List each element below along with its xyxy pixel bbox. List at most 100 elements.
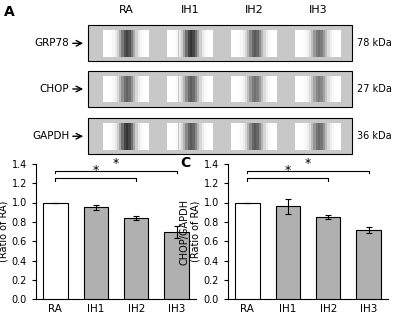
Bar bbox=[144, 30, 147, 57]
Bar bbox=[245, 76, 247, 102]
Bar bbox=[181, 123, 183, 150]
Bar bbox=[320, 123, 323, 150]
Bar bbox=[356, 230, 381, 299]
Text: C: C bbox=[180, 156, 190, 170]
Bar bbox=[304, 76, 306, 102]
Bar bbox=[336, 76, 339, 102]
Bar bbox=[199, 123, 202, 150]
Bar bbox=[130, 123, 133, 150]
Bar bbox=[122, 76, 124, 102]
Bar bbox=[231, 30, 233, 57]
Bar bbox=[138, 30, 140, 57]
Bar bbox=[240, 76, 242, 102]
Bar bbox=[302, 76, 304, 102]
Bar bbox=[176, 30, 178, 57]
Bar bbox=[206, 76, 208, 102]
Bar bbox=[126, 30, 128, 57]
Bar bbox=[167, 30, 169, 57]
Bar bbox=[172, 30, 174, 57]
Bar bbox=[330, 123, 332, 150]
Bar bbox=[88, 71, 352, 107]
Bar bbox=[144, 123, 147, 150]
Bar bbox=[242, 76, 245, 102]
Bar bbox=[147, 30, 149, 57]
Bar bbox=[117, 76, 119, 102]
Bar bbox=[103, 123, 105, 150]
Bar bbox=[323, 123, 325, 150]
Bar bbox=[327, 30, 330, 57]
Bar bbox=[176, 76, 178, 102]
Bar bbox=[311, 30, 314, 57]
Bar bbox=[231, 76, 233, 102]
Bar bbox=[122, 123, 124, 150]
Bar bbox=[142, 76, 144, 102]
Y-axis label: CHOP/GAPDH
(Ratio of RA): CHOP/GAPDH (Ratio of RA) bbox=[179, 198, 201, 265]
Bar bbox=[309, 30, 311, 57]
Text: 27 kDa: 27 kDa bbox=[357, 84, 392, 94]
Bar bbox=[140, 30, 142, 57]
Bar bbox=[250, 30, 252, 57]
Bar bbox=[330, 30, 332, 57]
Bar bbox=[190, 30, 192, 57]
Bar bbox=[336, 30, 339, 57]
Bar bbox=[169, 76, 172, 102]
Bar bbox=[332, 123, 334, 150]
Bar bbox=[238, 30, 240, 57]
Bar bbox=[197, 123, 199, 150]
Bar bbox=[117, 123, 119, 150]
Bar bbox=[302, 30, 304, 57]
Bar bbox=[183, 76, 185, 102]
Bar bbox=[242, 123, 245, 150]
Bar bbox=[192, 123, 194, 150]
Bar bbox=[276, 206, 300, 299]
Bar bbox=[135, 76, 138, 102]
Bar bbox=[130, 76, 133, 102]
Bar bbox=[259, 76, 261, 102]
Bar bbox=[140, 123, 142, 150]
Bar bbox=[334, 123, 336, 150]
Bar bbox=[297, 123, 300, 150]
Bar bbox=[138, 76, 140, 102]
Bar bbox=[130, 30, 133, 57]
Bar bbox=[172, 123, 174, 150]
Bar bbox=[206, 123, 208, 150]
Bar bbox=[124, 76, 126, 102]
Bar bbox=[119, 123, 122, 150]
Bar bbox=[261, 76, 263, 102]
Bar bbox=[197, 30, 199, 57]
Bar bbox=[208, 123, 211, 150]
Bar bbox=[304, 30, 306, 57]
Bar bbox=[240, 30, 242, 57]
Bar bbox=[133, 76, 135, 102]
Bar bbox=[300, 123, 302, 150]
Bar bbox=[242, 30, 245, 57]
Bar bbox=[339, 76, 341, 102]
Bar bbox=[245, 123, 247, 150]
Bar bbox=[272, 76, 275, 102]
Bar bbox=[254, 76, 256, 102]
Bar bbox=[327, 123, 330, 150]
Text: IH2: IH2 bbox=[245, 5, 263, 15]
Bar bbox=[108, 30, 110, 57]
Bar bbox=[110, 76, 112, 102]
Bar bbox=[263, 76, 266, 102]
Bar bbox=[325, 30, 327, 57]
Bar bbox=[124, 218, 148, 299]
Bar bbox=[211, 30, 213, 57]
Bar bbox=[252, 30, 254, 57]
Bar bbox=[323, 76, 325, 102]
Bar bbox=[250, 123, 252, 150]
Bar bbox=[211, 123, 213, 150]
Bar bbox=[192, 76, 194, 102]
Bar bbox=[314, 76, 316, 102]
Text: 78 kDa: 78 kDa bbox=[357, 38, 392, 48]
Bar bbox=[309, 123, 311, 150]
Bar bbox=[306, 76, 309, 102]
Bar bbox=[316, 76, 318, 102]
Bar bbox=[167, 123, 169, 150]
Text: *: * bbox=[113, 157, 119, 169]
Bar bbox=[320, 76, 323, 102]
Bar bbox=[122, 30, 124, 57]
Bar bbox=[238, 76, 240, 102]
Bar bbox=[202, 30, 204, 57]
